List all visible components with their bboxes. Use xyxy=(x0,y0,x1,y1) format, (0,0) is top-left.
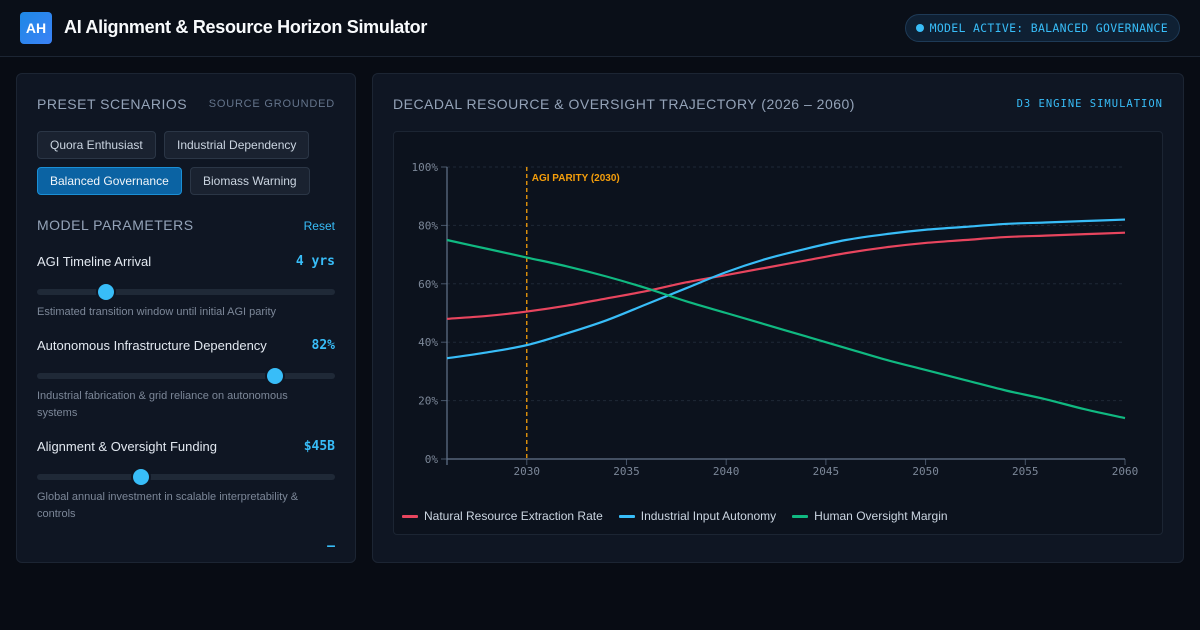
y-tick-label: 100% xyxy=(412,161,439,174)
legend-item: Natural Resource Extraction Rate xyxy=(402,509,603,523)
preset-quora-enthusiast-button[interactable]: Quora Enthusiast xyxy=(37,131,156,159)
legend-swatch xyxy=(402,514,418,518)
chart-title: Decadal Resource & Oversight Trajectory … xyxy=(393,96,855,112)
legend-swatch xyxy=(618,514,635,518)
status-dot-icon xyxy=(915,24,924,32)
preset-balanced-governance-button[interactable]: Balanced Governance xyxy=(37,167,182,195)
engine-tag: D3 Engine Simulation xyxy=(1016,98,1163,110)
y-tick-label: 40% xyxy=(418,336,438,349)
infrastructure-dependency-description: Industrial fabrication & grid reliance o… xyxy=(37,390,288,419)
y-tick-label: 60% xyxy=(418,278,438,291)
infrastructure-dependency-slider-thumb[interactable] xyxy=(267,368,284,384)
preset-industrial-dependency-button[interactable]: Industrial Dependency xyxy=(164,131,310,159)
infrastructure-dependency-value: 82% xyxy=(311,338,335,353)
preset-biomass-warning-button[interactable]: Biomass Warning xyxy=(190,167,310,195)
infrastructure-dependency-label: Autonomous Infrastructure Dependency xyxy=(37,338,267,353)
agi-timeline-label: AGI Timeline Arrival xyxy=(37,254,152,269)
app-header: AH AI Alignment & Resource Horizon Simul… xyxy=(0,0,1200,57)
series-line-industrial-input-autonomy xyxy=(446,218,1126,360)
model-status-badge: MODEL ACTIVE: BALANCED GOVERNANCE xyxy=(904,14,1180,42)
x-tick-label: 2060 xyxy=(1112,465,1139,478)
chart-range: (2026 – 2060) xyxy=(761,96,855,112)
y-tick-label: 0% xyxy=(425,453,439,466)
agi-parity-label: AGI PARITY (2030) xyxy=(532,173,620,184)
partial-parameter-value: — xyxy=(327,539,335,554)
agi-timeline-slider[interactable] xyxy=(37,284,335,300)
series-line-human-oversight-margin xyxy=(446,238,1126,420)
oversight-funding-slider-thumb[interactable] xyxy=(133,469,150,485)
agi-timeline-slider-thumb[interactable] xyxy=(97,284,114,300)
oversight-funding-value: $45B xyxy=(303,439,335,454)
series-line-natural-resource-extraction-rate xyxy=(446,231,1126,320)
x-tick-label: 2030 xyxy=(514,465,541,478)
y-tick-label: 20% xyxy=(418,395,438,408)
preset-scenarios-heading: Preset Scenarios xyxy=(37,96,188,112)
model-parameters-heading: Model Parameters xyxy=(37,217,194,233)
x-tick-label: 2040 xyxy=(713,465,740,478)
agi-timeline-description: Estimated transition window until initia… xyxy=(37,306,277,318)
legend-item: Human Oversight Margin xyxy=(792,509,948,523)
y-tick-label: 80% xyxy=(418,219,438,232)
trajectory-chart: 0% 20% 40% 60% 80% 100% 2030 2035 2040 2045 2050 20… xyxy=(412,161,1139,478)
app-logo: AH xyxy=(20,12,52,44)
x-tick-label: 2055 xyxy=(1012,465,1039,478)
control-panel: Preset Scenarios Source Grounded Quora E… xyxy=(16,73,356,563)
chart-legend: Natural Resource Extraction Rate Industri… xyxy=(402,509,948,523)
reset-button[interactable]: Reset xyxy=(303,219,335,233)
status-text: MODEL ACTIVE: BALANCED GOVERNANCE xyxy=(929,21,1168,35)
x-tick-label: 2050 xyxy=(912,465,939,478)
legend-label: Human Oversight Margin xyxy=(814,509,948,523)
app-title: AI Alignment & Resource Horizon Simulato… xyxy=(64,17,428,37)
legend-item: Industrial Input Autonomy xyxy=(618,509,777,523)
x-tick-label: 2035 xyxy=(613,465,640,478)
legend-label: Natural Resource Extraction Rate xyxy=(424,509,603,523)
chart-title-text: Decadal Resource & Oversight Trajectory xyxy=(393,96,757,112)
infrastructure-dependency-slider[interactable] xyxy=(37,368,335,384)
oversight-funding-description: Global annual investment in scalable int… xyxy=(37,491,299,520)
agi-timeline-value: 4 yrs xyxy=(295,254,335,269)
chart-container: 0% 20% 40% 60% 80% 100% 2030 2035 2040 2045 2050 20… xyxy=(393,131,1163,535)
chart-panel: Decadal Resource & Oversight Trajectory … xyxy=(372,73,1184,563)
legend-swatch xyxy=(792,514,809,518)
oversight-funding-label: Alignment & Oversight Funding xyxy=(37,439,217,454)
oversight-funding-slider[interactable] xyxy=(37,469,335,485)
x-tick-label: 2045 xyxy=(813,465,840,478)
source-grounded-tag: Source Grounded xyxy=(208,98,335,110)
legend-label: Industrial Input Autonomy xyxy=(640,509,777,523)
